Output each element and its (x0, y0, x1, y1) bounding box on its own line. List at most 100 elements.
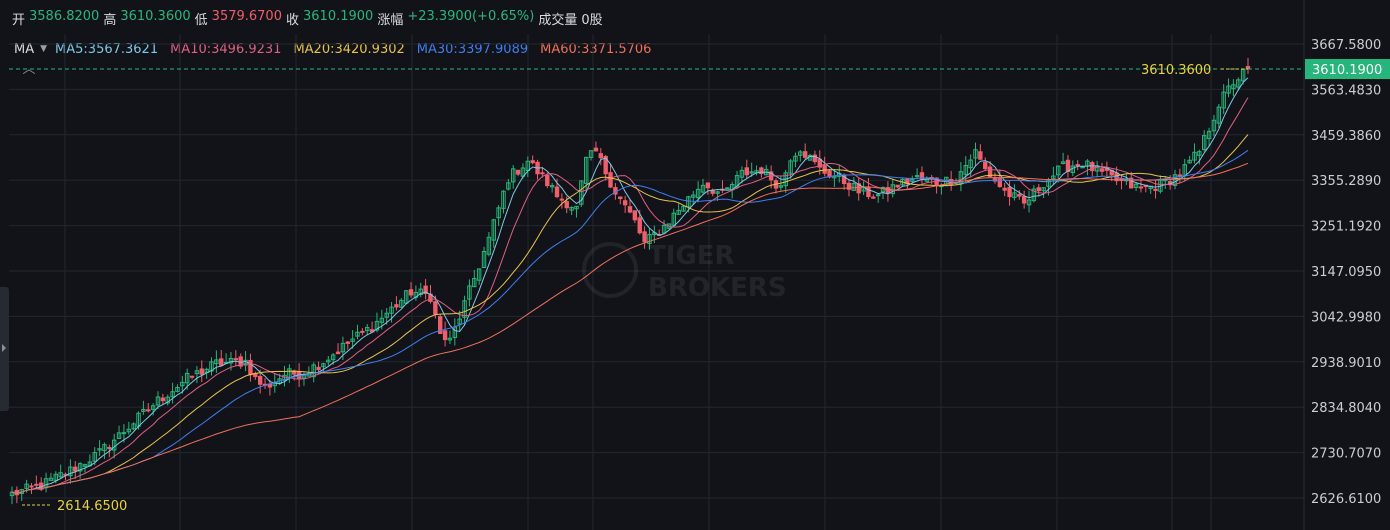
candle-body (725, 187, 730, 190)
candle-body (77, 463, 83, 472)
ma5-legend: MA5:3567.3621 (55, 41, 159, 57)
candle-body (846, 182, 852, 190)
candle-body (24, 483, 29, 489)
low-label: 低 (194, 13, 208, 28)
candle-body (895, 184, 900, 188)
candle-body (457, 318, 462, 325)
candle-body (778, 185, 784, 188)
candle-body (330, 354, 336, 361)
candle-body (155, 396, 161, 406)
candle-body (194, 370, 200, 375)
candle-body (447, 337, 453, 341)
candle-body (812, 154, 818, 163)
candle-body (1197, 151, 1202, 156)
candle-body (219, 358, 224, 366)
candle-body (1007, 186, 1012, 198)
candle-body (997, 178, 1003, 188)
ma-indicator-select[interactable]: MA ▼ (14, 42, 47, 57)
candle-body (248, 359, 253, 376)
candle-body (175, 386, 180, 392)
change-label: 涨幅 (377, 13, 404, 28)
candle-body (486, 236, 492, 255)
candle-body (506, 182, 511, 190)
candle-body (1226, 85, 1231, 94)
candle-body (1221, 91, 1226, 109)
candle-body (180, 381, 185, 387)
ma20-line (11, 134, 1249, 494)
candle-body (856, 183, 861, 194)
candle-body (695, 188, 701, 199)
candle-body (554, 186, 560, 198)
ma60-line (11, 162, 1249, 494)
candle-body (545, 175, 550, 187)
candle-body (608, 172, 613, 188)
candle-body (603, 155, 608, 175)
candle-body (189, 375, 195, 378)
candle-body (350, 338, 355, 342)
candles-group (9, 57, 1251, 505)
candle-body (686, 196, 691, 208)
candle-body (501, 190, 506, 209)
candle-body (472, 278, 477, 288)
price-axis: 3667.5800 3563.4830 3459.3860 3355.2890 3251… (1303, 0, 1381, 530)
candle-body (705, 182, 711, 189)
candle-body (798, 151, 803, 156)
candle-body (1153, 188, 1158, 191)
candle-body (749, 171, 754, 174)
candle-body (146, 409, 151, 412)
candle-body (340, 342, 346, 353)
candle-body (681, 205, 686, 212)
candle-body (228, 357, 234, 364)
low-marker-label: 2614.6500 (57, 499, 127, 514)
candle-body (1075, 164, 1080, 167)
candle-body (822, 165, 827, 174)
ma-legend: MA ▼ MA5:3567.3621 MA10:3496.9231 MA20:3… (14, 40, 663, 58)
candle-body (316, 366, 321, 371)
y-tick-label: 2938.9010 (1311, 356, 1381, 371)
candle-body (1192, 151, 1197, 161)
candle-body (481, 251, 487, 269)
candle-body (759, 167, 764, 175)
candle-body (1090, 162, 1095, 172)
candle-body (48, 477, 54, 481)
candle-body (423, 285, 428, 295)
candle-body (355, 331, 360, 337)
candle-body (58, 472, 63, 478)
candle-body (126, 428, 131, 433)
volume-value: 0股 (581, 13, 603, 28)
candle-body (549, 185, 555, 188)
high-label: 高 (103, 13, 117, 28)
candle-body (360, 330, 365, 333)
candle-body (160, 397, 166, 402)
candle-body (1031, 188, 1037, 202)
watermark-logo-icon (582, 242, 638, 298)
candle-body (676, 209, 681, 215)
ma-selector-label: MA (14, 41, 35, 57)
side-panel-toggle[interactable] (0, 287, 9, 411)
candle-body (53, 473, 58, 481)
candle-body (1099, 168, 1105, 172)
candle-body (496, 207, 501, 219)
high-value: 3610.3600 (120, 9, 191, 24)
y-tick-label: 3042.9980 (1311, 310, 1381, 325)
candle-body (199, 368, 204, 375)
candle-body (365, 326, 370, 332)
candle-body (399, 299, 404, 308)
y-tick-label: 3459.3860 (1311, 129, 1381, 144)
candle-body (871, 196, 876, 199)
candle-body (793, 155, 798, 162)
open-value: 3586.8200 (29, 9, 100, 24)
collapse-chevron-icon[interactable]: ︿ (22, 62, 36, 77)
candle-body (1104, 168, 1110, 171)
candle-body (34, 483, 39, 486)
candle-body (569, 206, 574, 211)
candle-body (1236, 79, 1241, 88)
candle-body (233, 358, 239, 361)
candle-body (379, 317, 385, 323)
candle-body (257, 375, 263, 385)
candle-body (1216, 106, 1222, 124)
candle-body (345, 341, 350, 344)
candle-body (321, 363, 326, 368)
candle-body (116, 432, 122, 439)
